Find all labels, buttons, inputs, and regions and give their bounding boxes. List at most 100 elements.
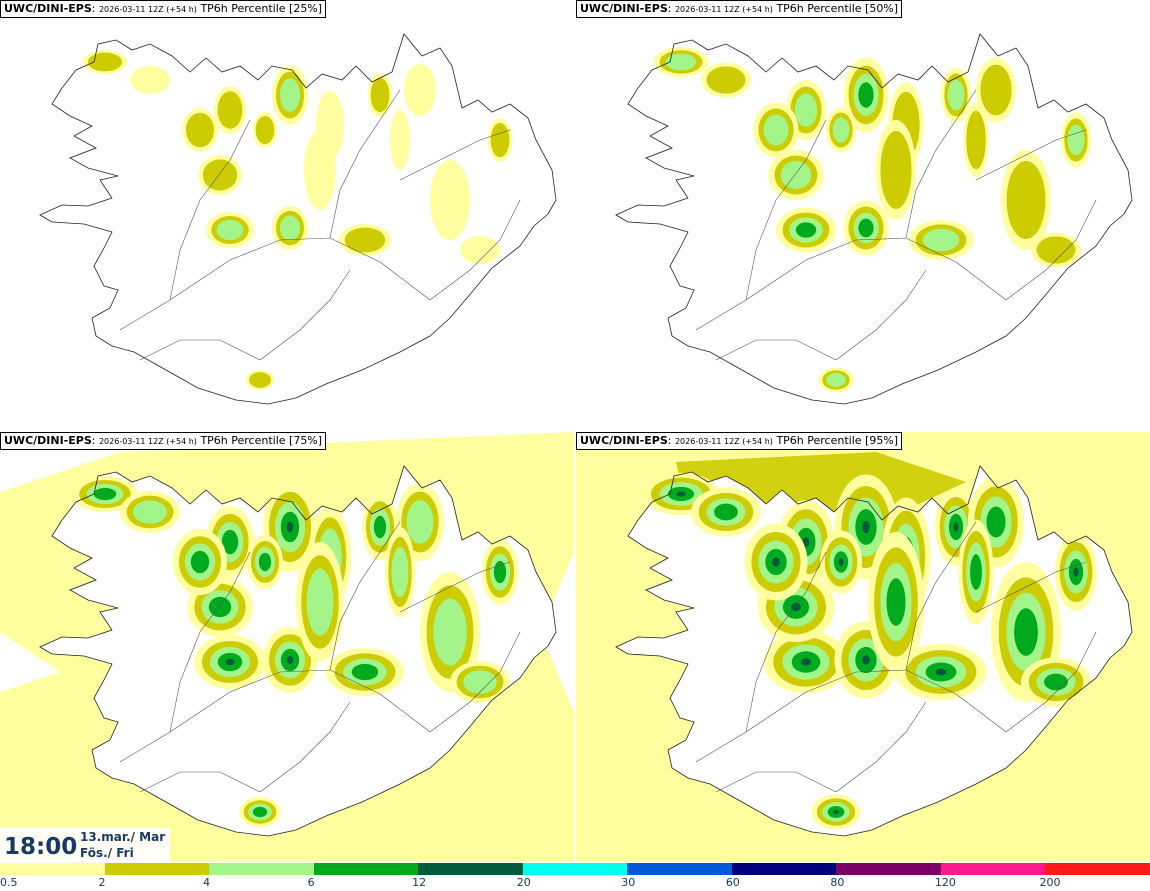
precip-contour (370, 77, 390, 113)
panel-field-label: TP6h Percentile [25%] (200, 2, 323, 15)
precip-contour (463, 670, 497, 694)
precip-contour (665, 53, 697, 71)
precip-contour (286, 521, 294, 533)
precip-contour (802, 536, 810, 548)
road-line (715, 339, 837, 361)
road-line (169, 119, 251, 301)
precip-contour (225, 658, 235, 666)
precip-contour (826, 373, 846, 387)
road-line (975, 129, 1087, 181)
colorbar-segment (313, 863, 420, 875)
precip-contours (653, 47, 1091, 393)
precip-contour (286, 656, 294, 664)
panel-title-p75: UWC/DINI-EPS: 2026-03-11 12Z (+54 h) TP6… (0, 432, 327, 450)
map-panel-p25: UWC/DINI-EPS: 2026-03-11 12Z (+54 h) TP6… (0, 0, 574, 430)
road-line (1005, 631, 1097, 733)
precip-contour (980, 64, 1012, 116)
valid-time: 18:00 (4, 834, 78, 860)
colorbar-label: 6 (307, 876, 315, 889)
precip-contour (304, 130, 336, 210)
precip-contour (1006, 161, 1046, 239)
precip-contour (490, 122, 510, 158)
precip-contour (93, 487, 117, 501)
road-line (905, 89, 977, 239)
valid-time-box (0, 828, 170, 862)
panel-title-p50: UWC/DINI-EPS: 2026-03-11 12Z (+54 h) TP6… (576, 0, 903, 18)
precip-contour (763, 114, 789, 146)
precip-contour (404, 64, 436, 116)
colorbar-label: 20 (516, 876, 531, 889)
precip-contour (1044, 673, 1068, 691)
panel-field-label: TP6h Percentile [75%] (200, 434, 323, 447)
precip-contour (460, 236, 500, 264)
precip-contour (791, 602, 801, 612)
precip-contour (430, 160, 470, 240)
road-line (399, 561, 511, 613)
precip-contour (344, 227, 386, 253)
colorbar-segment (627, 863, 733, 875)
precip-contour (351, 663, 379, 681)
road-line (169, 551, 251, 733)
panel-run-label: 2026-03-11 12Z (+54 h) (674, 437, 773, 446)
precip-contour (1073, 567, 1079, 577)
precip-contour (133, 500, 167, 524)
road-line (745, 551, 827, 733)
precip-contour (795, 222, 817, 238)
panel-title-p95: UWC/DINI-EPS: 2026-03-11 12Z (+54 h) TP6… (576, 432, 903, 450)
precip-contour (258, 552, 272, 572)
panel-run-label: 2026-03-11 12Z (+54 h) (98, 437, 197, 446)
precip-contour (390, 110, 410, 170)
precip-contour (202, 159, 238, 191)
panel-title-p25: UWC/DINI-EPS: 2026-03-11 12Z (+54 h) TP6… (0, 0, 327, 18)
colorbar-label: 2 (98, 876, 106, 889)
coastline (615, 465, 1133, 837)
panel-field-label: TP6h Percentile [95%] (776, 434, 899, 447)
precip-contour (221, 529, 239, 555)
colorbar-label: 4 (203, 876, 211, 889)
precip-contour (676, 491, 686, 497)
colorbar-label: 0.5 (0, 876, 18, 889)
precip-contour (706, 66, 746, 94)
precip-contour (922, 228, 960, 252)
precip-contour (947, 79, 965, 111)
road-line (139, 771, 261, 793)
road-line (259, 701, 351, 793)
precip-contour (1067, 124, 1085, 156)
road-line (429, 199, 521, 301)
road-line (905, 521, 977, 671)
road-line (975, 561, 1087, 613)
road-line (429, 631, 521, 733)
colorbar-segment (940, 863, 1047, 875)
colorbar-label: 120 (934, 876, 956, 889)
precip-contour (1014, 608, 1038, 656)
precip-colorbar (0, 863, 1150, 875)
colorbar-label: 12 (412, 876, 427, 889)
precip-contour (780, 161, 812, 189)
precip-contour (391, 546, 409, 598)
valid-date: 13.mar./ Mar (80, 830, 166, 844)
precip-contour (966, 110, 986, 170)
road-line (139, 339, 261, 361)
road-line (399, 129, 511, 181)
precip-map-p25 (39, 33, 557, 405)
coastline (615, 33, 1133, 405)
panel-model-label: UWC/DINI-EPS (4, 434, 92, 447)
precip-contour (252, 806, 268, 818)
precip-contours (72, 476, 518, 827)
precip-contour (406, 500, 434, 544)
precip-map-p50 (615, 33, 1133, 405)
precip-contour (880, 131, 912, 209)
road-line (329, 521, 401, 671)
road-line (835, 269, 927, 361)
colorbar-segment (209, 863, 315, 875)
precip-contour (217, 91, 243, 129)
precip-contour (373, 515, 387, 539)
precip-contour (279, 78, 301, 112)
colorbar-label: 80 (830, 876, 845, 889)
precip-contour (772, 557, 780, 567)
precip-contour (832, 117, 850, 143)
road-line (259, 269, 351, 361)
precip-map-p95 (576, 432, 1150, 862)
map-panel-p95: UWC/DINI-EPS: 2026-03-11 12Z (+54 h) TP6… (576, 432, 1150, 862)
precip-contour (130, 66, 170, 94)
